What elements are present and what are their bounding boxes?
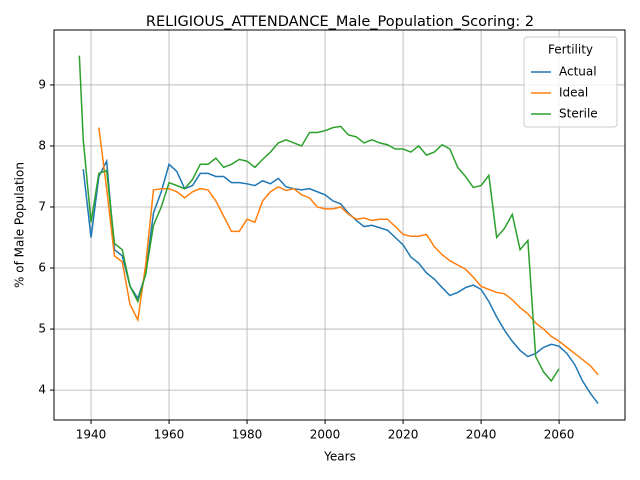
chart-title: RELIGIOUS_ATTENDANCE_Male_Population_Sco… [146, 14, 534, 30]
legend-label: Actual [559, 65, 597, 79]
x-tick-label: 2040 [466, 428, 497, 442]
data-line [82, 158, 599, 404]
y-tick-label: 7 [38, 199, 46, 213]
x-tick-label: 1960 [154, 428, 185, 442]
data-line [78, 55, 560, 383]
legend-label: Ideal [559, 86, 588, 100]
plot-frame [53, 29, 626, 421]
x-tick-label: 1940 [76, 428, 107, 442]
legend-box [523, 36, 618, 128]
legend-label: Sterile [559, 107, 598, 121]
y-tick-label: 5 [38, 322, 46, 336]
y-axis-label: % of Male Population [13, 162, 27, 288]
legend-title: Fertility [548, 43, 593, 57]
x-tick-label: 1980 [232, 428, 263, 442]
y-tick-label: 4 [38, 383, 46, 397]
y-tick-label: 9 [38, 77, 46, 91]
x-axis-label: Years [323, 450, 356, 464]
y-tick-label: 6 [38, 261, 46, 275]
data-line [98, 127, 599, 376]
x-tick-label: 2000 [310, 428, 341, 442]
y-tick-label: 8 [38, 138, 46, 152]
x-tick-label: 2020 [388, 428, 419, 442]
x-tick-label: 2060 [544, 428, 575, 442]
